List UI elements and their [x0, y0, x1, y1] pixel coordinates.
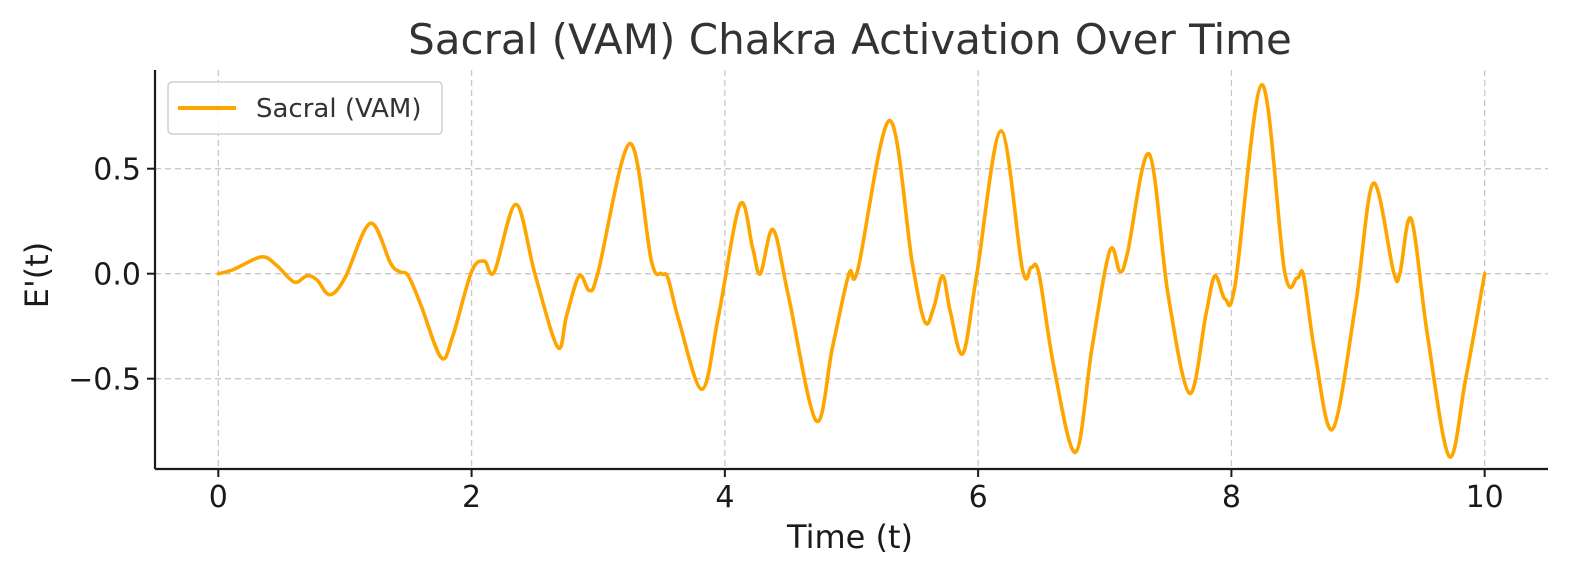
x-tick-label: 6 — [969, 480, 988, 515]
series-layer — [216, 82, 1487, 459]
y-axis-label: E'(t) — [18, 242, 56, 309]
x-tick-label: 4 — [715, 480, 734, 515]
x-axis-label: Time (t) — [786, 518, 913, 556]
x-tick-label: 2 — [462, 480, 481, 515]
axes: 0 2 4 6 8 10 −0.5 0.0 0.5 — [68, 70, 1548, 515]
x-tick-label: 0 — [209, 480, 228, 515]
y-tick-label: 0.5 — [93, 153, 141, 188]
series-line — [216, 82, 1487, 459]
chart-title: Sacral (VAM) Chakra Activation Over Time — [408, 15, 1292, 64]
legend-label: Sacral (VAM) — [256, 94, 421, 124]
y-tick-label: 0.0 — [93, 258, 141, 293]
legend-box — [167, 81, 443, 135]
grid — [155, 70, 1548, 469]
x-tick-label: 8 — [1222, 480, 1241, 515]
y-tick-label: −0.5 — [68, 363, 141, 398]
x-tick-label: 10 — [1466, 480, 1504, 515]
legend: Sacral (VAM) — [167, 81, 443, 135]
